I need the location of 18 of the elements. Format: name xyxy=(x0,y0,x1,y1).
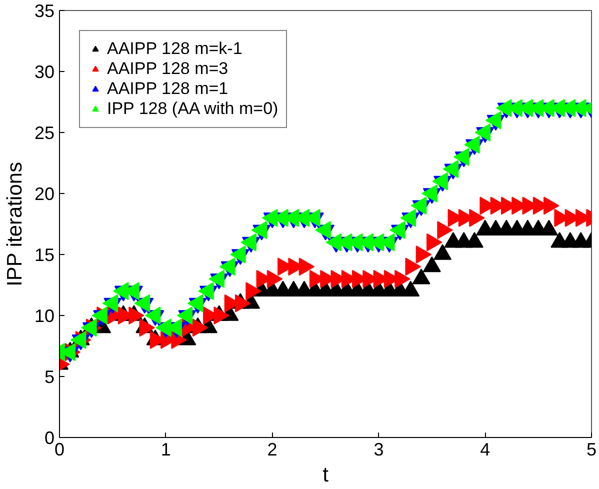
x-axis-title: t xyxy=(322,464,329,486)
y-tick-label: 5 xyxy=(44,367,55,387)
y-tick-label: 35 xyxy=(34,1,55,21)
y-tick-label: 15 xyxy=(34,245,55,265)
x-tick-label: 3 xyxy=(374,440,384,460)
y-tick-label: 10 xyxy=(34,306,55,326)
x-tick-label: 2 xyxy=(267,440,278,460)
legend-label: AAIPP 128 m=k-1 xyxy=(107,39,242,59)
y-tick-label: 25 xyxy=(34,123,55,143)
x-tick-label: 1 xyxy=(160,440,171,460)
legend-label: AAIPP 128 m=3 xyxy=(107,59,228,79)
legend-label: IPP 128 (AA with m=0) xyxy=(107,99,278,119)
x-tick-label: 5 xyxy=(586,440,597,460)
y-tick-label: 30 xyxy=(34,62,55,82)
y-tick-label: 20 xyxy=(34,184,55,204)
x-tick-label: 4 xyxy=(480,440,490,460)
y-axis-title: IPP iterations xyxy=(3,162,26,286)
legend-label: AAIPP 128 m=1 xyxy=(107,79,228,99)
